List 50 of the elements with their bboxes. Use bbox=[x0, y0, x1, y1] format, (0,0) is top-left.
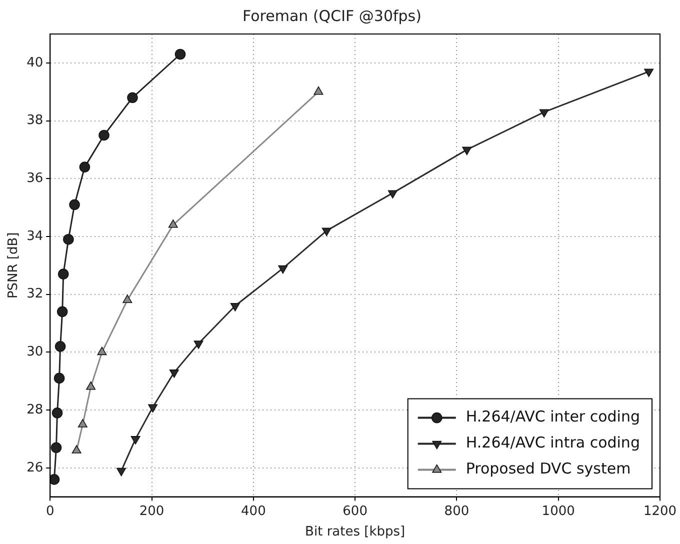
point bbox=[50, 442, 62, 454]
point bbox=[98, 130, 110, 141]
point bbox=[78, 419, 88, 428]
point bbox=[69, 199, 80, 210]
point bbox=[79, 162, 90, 172]
x-tick-label: 1000 bbox=[542, 504, 575, 519]
y-tick-label: 32 bbox=[26, 286, 44, 302]
point bbox=[539, 109, 549, 118]
x-tick-label: 0 bbox=[46, 504, 54, 519]
x-tick-label: 1200 bbox=[643, 504, 677, 519]
x-tick-label: 200 bbox=[139, 504, 164, 519]
y-tick-label: 26 bbox=[26, 460, 44, 476]
point bbox=[462, 146, 472, 156]
point bbox=[388, 190, 398, 198]
point bbox=[54, 340, 66, 352]
y-axis-title: PSNR [dB] bbox=[6, 232, 22, 299]
point bbox=[322, 228, 332, 236]
point bbox=[278, 265, 288, 274]
point bbox=[97, 346, 107, 356]
legend-label: H.264/AVC intra coding bbox=[466, 434, 640, 452]
point bbox=[644, 68, 654, 78]
point bbox=[63, 234, 74, 245]
point bbox=[230, 302, 240, 312]
point bbox=[148, 404, 158, 413]
chart-title: Foreman (QCIF @30fps) bbox=[242, 6, 422, 25]
point bbox=[194, 340, 204, 349]
point bbox=[116, 468, 126, 476]
point bbox=[52, 408, 63, 418]
point bbox=[169, 370, 179, 378]
point bbox=[122, 294, 132, 304]
point bbox=[130, 436, 140, 444]
y-tick-label: 38 bbox=[26, 113, 44, 128]
point bbox=[58, 268, 69, 280]
y-tick-label: 36 bbox=[26, 171, 44, 186]
x-tick-label: 600 bbox=[342, 504, 368, 519]
point bbox=[56, 306, 68, 318]
point bbox=[50, 474, 60, 485]
y-tick-label: 40 bbox=[26, 55, 44, 70]
y-tick-label: 30 bbox=[26, 344, 44, 360]
y-tick-label: 28 bbox=[26, 402, 44, 418]
legend-label: Proposed DVC system bbox=[466, 460, 631, 478]
point bbox=[127, 92, 138, 104]
point bbox=[54, 372, 65, 384]
x-axis-title: Bit rates [kbps] bbox=[305, 524, 406, 540]
y-tick-label: 34 bbox=[26, 228, 44, 244]
point bbox=[72, 445, 82, 454]
x-tick-label: 800 bbox=[444, 504, 470, 519]
legend-label: H.264/AVC inter coding bbox=[466, 408, 640, 426]
x-tick-label: 400 bbox=[241, 504, 266, 519]
point bbox=[174, 48, 186, 60]
